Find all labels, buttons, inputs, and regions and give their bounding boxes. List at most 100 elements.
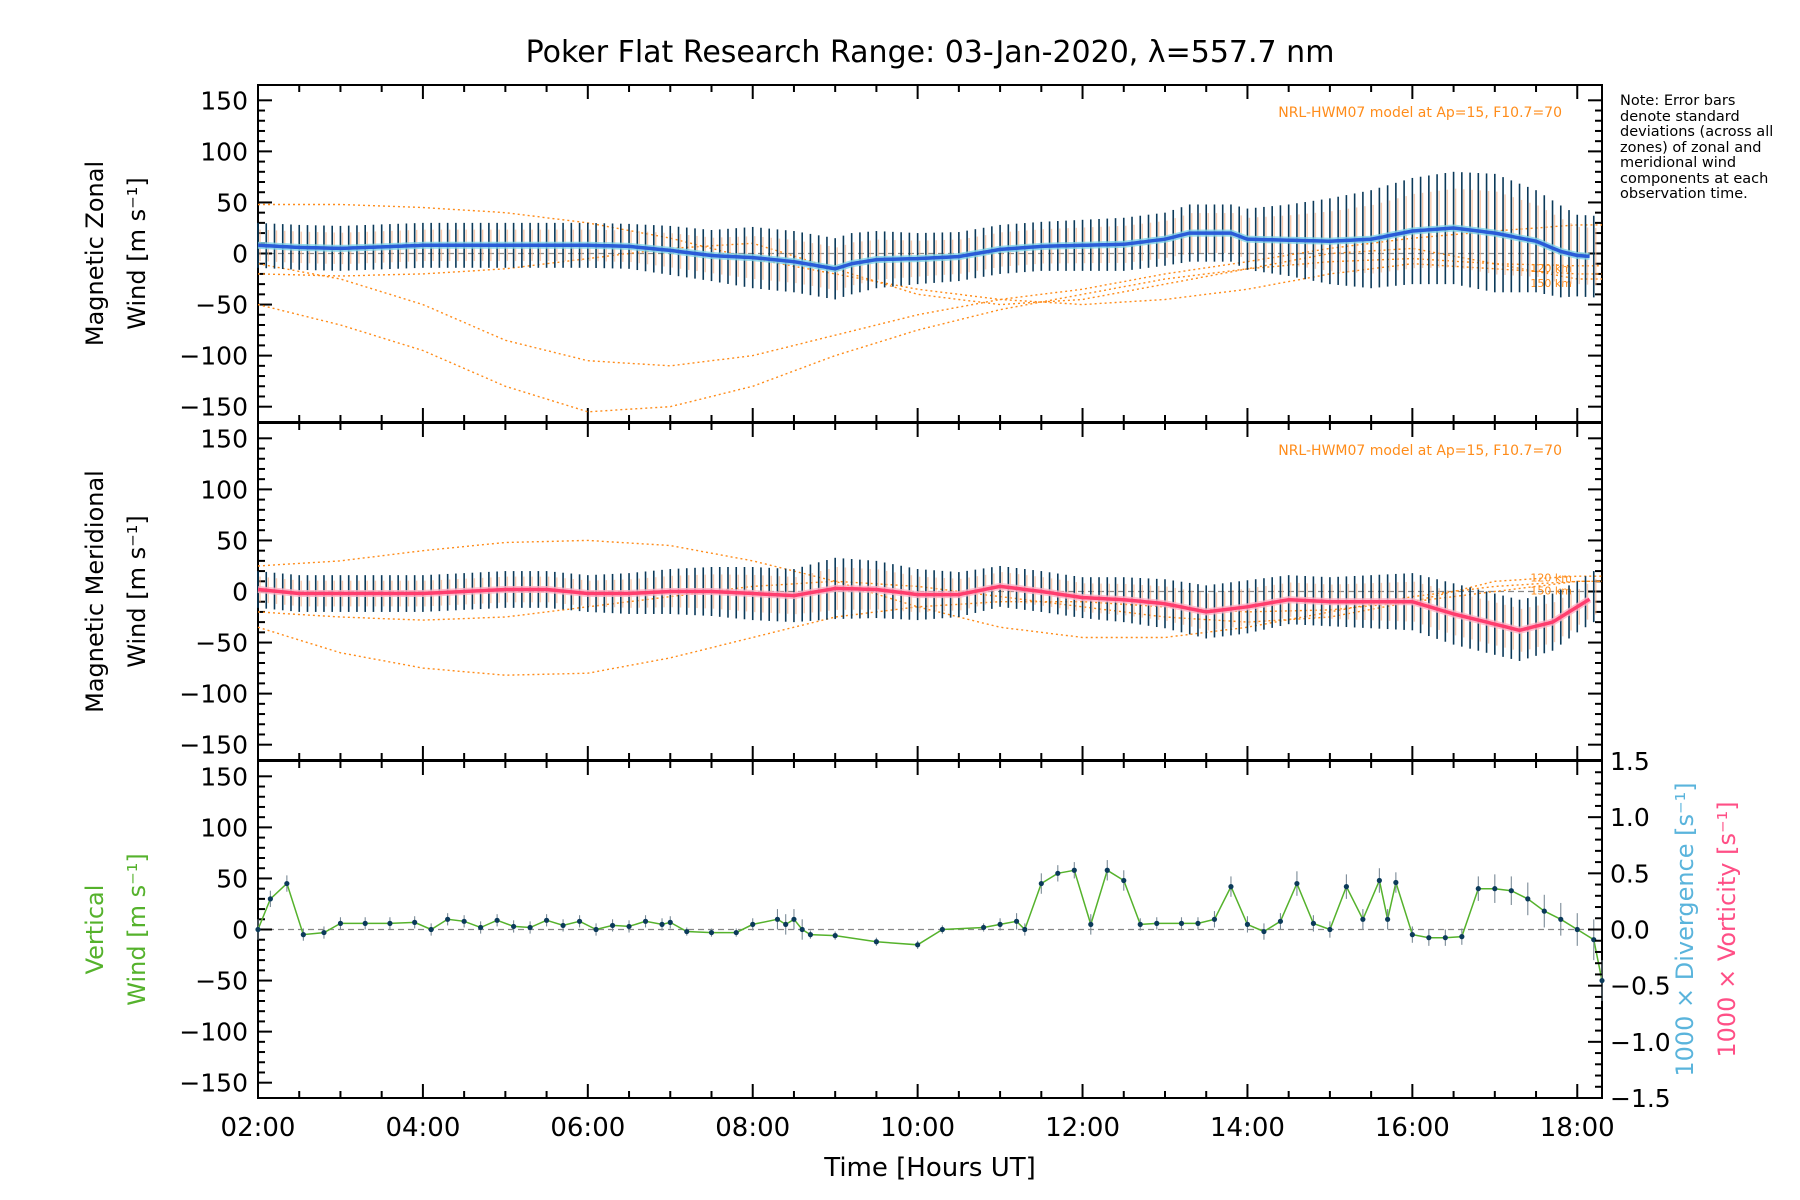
plots-group: −150 −100 −50 0 50 100 150 Magnetic Zonal Wind [… [81,84,1741,1143]
y-right-tick-label: 0.0 [1610,916,1650,945]
vertical-wind-point [1525,896,1531,902]
vertical-wind-point [1599,977,1605,984]
y-tick-label: −100 [179,342,248,371]
y-tick-label: 50 [216,864,248,893]
vertical-wind-point [1195,920,1201,926]
model-curve-1 [257,224,1602,367]
vertical-wind-point [1492,886,1498,892]
vertical-wind-point [1442,935,1448,941]
vertical-wind-point [1343,884,1349,890]
vertical-wind-point [255,926,261,933]
vorticity-axis-label: 1000 × Vorticity [s⁻¹] [1713,801,1741,1057]
vertical-wind-point [1393,879,1399,886]
vertical-wind-point [1409,932,1415,938]
y-tick-label: 150 [200,86,248,115]
vertical-wind-point [560,922,566,929]
vertical-wind-point [1508,888,1514,894]
y-right-tick-label: −0.5 [1610,972,1671,1001]
vertical-wind-point [478,924,484,931]
model-label: NRL-HWM07 model at Ap=15, F10.7=70 [1278,105,1562,121]
vertical-wind-point [494,917,500,923]
vertical-wind-point [733,929,739,936]
vertical-wind-point [1360,916,1366,922]
y-tick-label: 100 [200,475,248,504]
vertical-wind-point [1558,916,1564,922]
y-tick-label: 50 [216,526,248,555]
vertical-wind-point [1574,926,1580,933]
vertical-wind-point [337,920,344,926]
vertical-wind-point [750,921,756,927]
vertical-wind-point [362,920,368,926]
model-curve-2 [258,203,1602,306]
vertical-wind-point [1104,867,1110,873]
vertical-wind-point [387,920,393,926]
y-tick-label: −50 [195,291,248,320]
vertical-wind-point [708,929,715,936]
vertical-wind-point [1178,920,1185,926]
vertical-wind-point [791,916,797,922]
vertical-wind-point [543,917,550,923]
y-right-tick-label: 1.5 [1610,747,1650,776]
y-tick-label: −150 [179,1069,248,1098]
y-tick-label: 50 [216,188,248,217]
vertical-wind-point [1385,916,1391,922]
vertical-wind-point [445,916,451,922]
x-tick-label: 16:00 [1375,1113,1450,1143]
mean-wind-line [257,226,1590,271]
height-label-150: 150 km [1530,277,1572,290]
vertical-wind-point [1228,884,1234,890]
x-tick-label: 14:00 [1210,1113,1285,1143]
vertical-wind-point [980,924,987,931]
vertical-wind-point [593,926,599,933]
y-tick-label: −150 [179,731,248,760]
vertical-wind-point [684,928,690,935]
x-tick-label: 02:00 [221,1113,296,1143]
mean-wind-line [257,584,1591,633]
y-tick-label: 0 [232,578,248,607]
vertical-wind-point [1022,926,1028,933]
panel-zonal: −150 −100 −50 0 50 100 150 Magnetic Zonal Wind [… [81,84,1603,423]
vertical-wind-point [783,921,789,927]
vertical-wind-point [915,942,921,948]
model-curve-0 [257,257,1602,413]
y-axis-label-units: Wind [m s⁻¹] [123,177,151,329]
height-label-120: 120 km [1530,262,1572,275]
y-tick-label: −100 [179,680,248,709]
model-curve-3 [257,242,1602,306]
error-bar-note: Note: Error bars denote standard deviati… [1620,93,1774,202]
vertical-wind-point [642,918,649,924]
x-tick-label: 18:00 [1540,1113,1615,1143]
vertical-wind-point [774,916,781,922]
x-axis-label: Time [Hours UT] [823,1153,1036,1183]
y-tick-label: −150 [179,393,248,422]
vertical-wind-point [1376,877,1382,884]
vertical-wind-point [609,922,616,929]
y-tick-label: 100 [200,813,248,842]
y-tick-label: 150 [200,424,248,453]
vertical-wind-point [1211,916,1218,922]
vertical-wind-point [1294,880,1300,887]
divergence-axis-label: 1000 × Divergence [s⁻¹] [1671,782,1699,1076]
y-right-tick-label: 1.0 [1610,803,1650,832]
figure-title: Poker Flat Research Range: 03-Jan-2020, … [526,35,1335,70]
y-right-tick-label: −1.5 [1610,1084,1671,1113]
y-tick-label: −50 [195,967,248,996]
x-tick-label: 04:00 [385,1113,460,1143]
vertical-wind-point [1071,867,1077,873]
vertical-wind-point [873,939,880,945]
vertical-wind-point [799,926,805,933]
vertical-wind-point [1277,918,1284,924]
y-right-tick-label: 0.5 [1610,859,1650,888]
y-tick-label: 0 [232,240,248,269]
vertical-wind-point [939,926,945,933]
vertical-wind-point [1088,921,1094,927]
vertical-wind-point [1310,920,1317,926]
vertical-wind-point [1154,920,1160,926]
x-tick-label: 06:00 [550,1113,625,1143]
panel-vertical: −150 −100 −50 0 50 100 150 Vertical Wind [m s⁻¹]… [81,747,1741,1143]
vertical-wind-point [428,926,434,933]
vertical-wind-point [576,918,583,924]
vertical-wind-point [1013,918,1020,924]
